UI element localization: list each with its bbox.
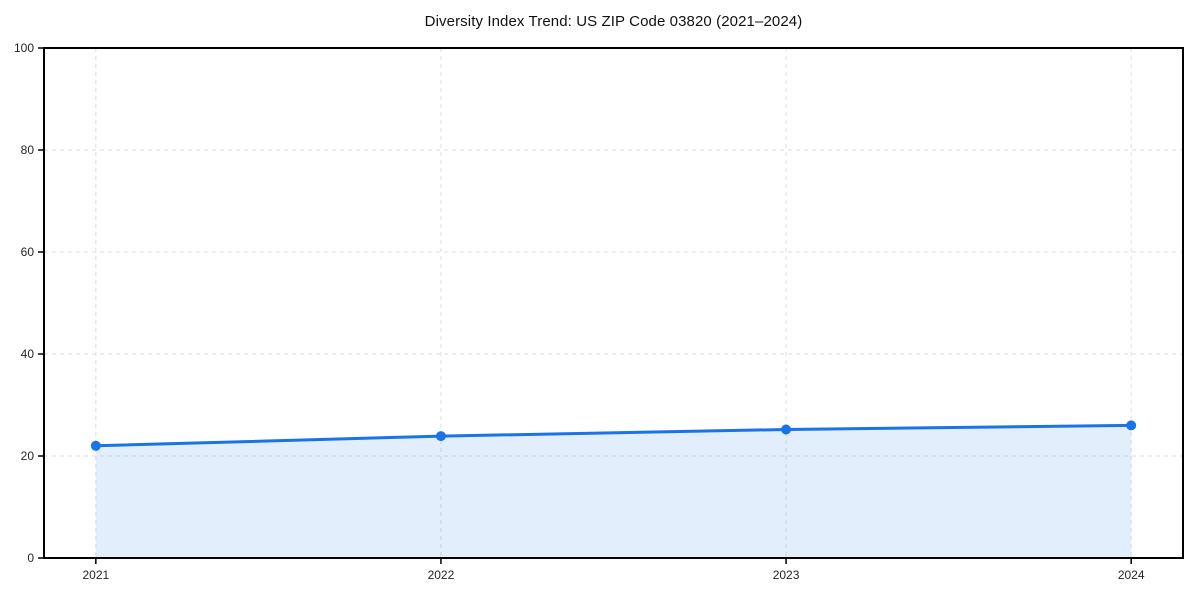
y-axis-tick-label: 0	[27, 551, 34, 565]
area-fill	[95, 425, 1132, 558]
x-axis-tick-label: 2022	[428, 568, 455, 582]
data-point-marker	[1126, 420, 1137, 431]
data-point-marker	[781, 424, 792, 435]
chart-title: Diversity Index Trend: US ZIP Code 03820…	[424, 13, 803, 30]
data-point-marker	[90, 440, 101, 451]
trend-line	[94, 423, 1133, 448]
plot-border	[43, 47, 1184, 559]
x-axis-tick-label: 2024	[1118, 568, 1145, 582]
y-axis-tick-label: 40	[21, 347, 35, 361]
y-axis-tick-label: 60	[21, 245, 35, 259]
data-point-marker	[435, 431, 446, 442]
y-axis-tick-label: 80	[21, 143, 35, 157]
y-axis-tick-label: 20	[21, 449, 35, 463]
x-axis-tick-label: 2021	[82, 568, 109, 582]
x-axis-tick-label: 2023	[773, 568, 800, 582]
y-axis-tick-label: 100	[14, 41, 34, 55]
